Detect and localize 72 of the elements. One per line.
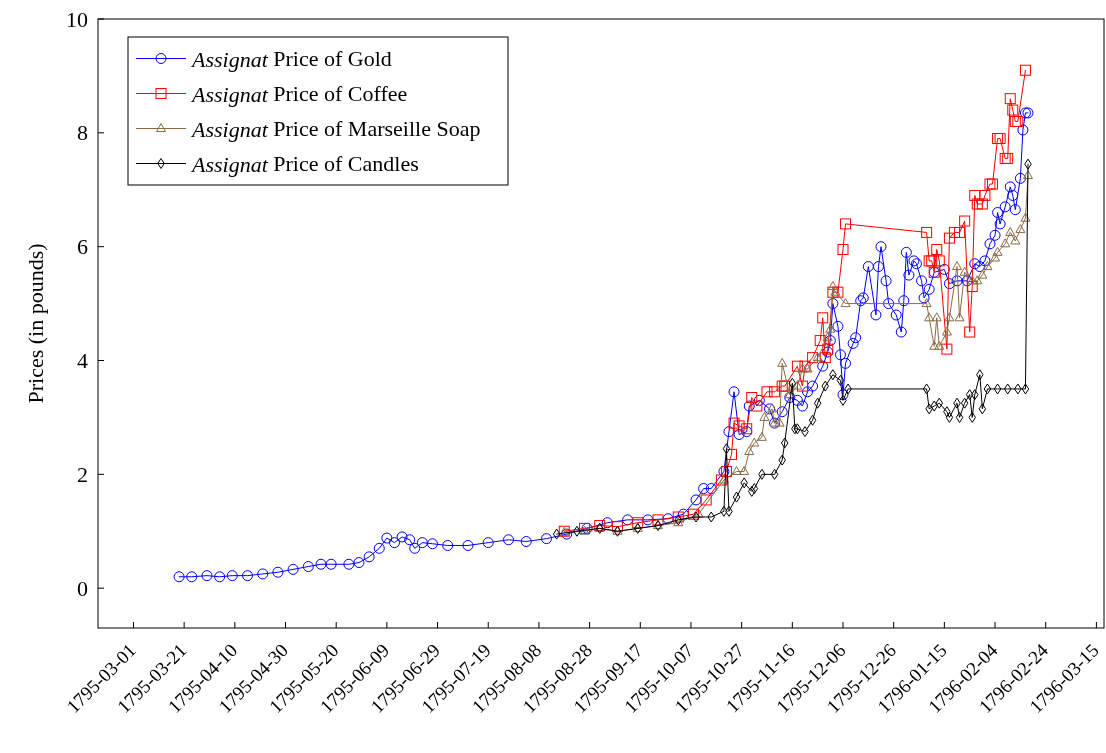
point [967,275,978,285]
point [812,352,823,362]
point [784,389,795,399]
point [750,483,759,495]
point [744,446,755,456]
point [978,403,987,415]
point [1022,170,1033,180]
point [921,298,932,308]
point [808,414,817,426]
point [739,465,750,475]
point [965,389,974,401]
y-tick-label: 0 [77,575,88,601]
point [924,312,935,322]
point [836,374,845,386]
point [983,383,992,395]
legend-label: Assignat Price of Coffee [190,81,408,106]
y-axis-title: Prices (in pounds) [22,243,48,404]
point [931,312,942,322]
point [822,332,833,342]
point [793,423,802,435]
point [993,383,1002,395]
point [821,380,830,392]
point [1010,235,1021,245]
point [945,411,954,423]
point [749,437,760,447]
point [977,269,988,279]
point [929,340,940,350]
point [840,298,851,308]
point [955,411,964,423]
point [756,431,767,441]
point [731,465,742,475]
y-tick-label: 4 [77,348,88,373]
y-tick-label: 8 [77,120,88,146]
point [722,443,731,455]
point [813,397,822,409]
point [825,323,836,333]
point [770,468,779,480]
legend-label: Assignat Price of Marseille Soap [190,116,481,141]
point [959,266,970,276]
point [774,417,785,427]
point [1003,383,1012,395]
point [922,383,931,395]
point [954,312,965,322]
point [788,377,797,389]
point [952,261,963,271]
point [960,397,969,409]
point [972,275,983,285]
y-tick-label: 6 [77,234,88,260]
point [934,340,945,350]
point [935,397,944,409]
point [992,246,1003,256]
point [990,252,1001,262]
point [827,281,838,290]
point [1020,212,1031,222]
point [552,528,561,540]
point [777,357,788,367]
point [693,508,704,518]
point [1005,226,1016,236]
point [944,312,955,322]
point [941,326,952,336]
point [780,437,789,449]
point [1015,224,1026,234]
point [759,411,770,421]
legend-label: Assignat Price of Gold [190,46,392,71]
point [1021,383,1030,395]
point [1000,238,1011,248]
legend-label: Assignat Price of Candles [190,151,419,176]
y-tick-label: 10 [66,6,88,32]
point [732,491,741,503]
y-tick-label: 2 [77,461,88,487]
point [792,380,803,390]
point [982,261,993,271]
